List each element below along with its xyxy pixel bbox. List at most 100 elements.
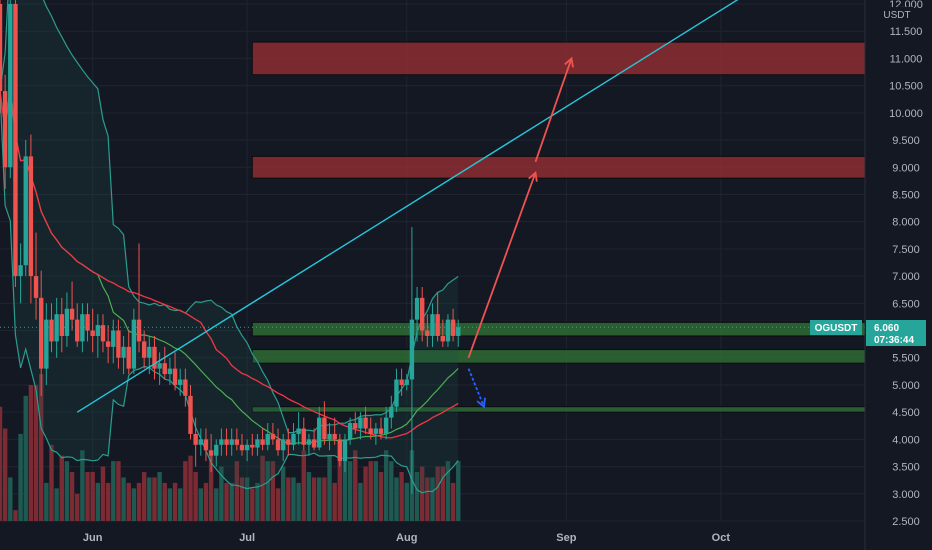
- volume-bar: [445, 461, 451, 521]
- volume-bar: [286, 477, 291, 521]
- y-tick-label: 7.500: [892, 244, 920, 256]
- volume-bars: [0, 374, 461, 521]
- y-tick-label: 4.500: [892, 407, 920, 419]
- candle-body: [275, 439, 281, 451]
- candle-body: [95, 325, 101, 336]
- volume-bar: [69, 472, 75, 521]
- volume-bar: [414, 472, 420, 521]
- candle-body: [337, 439, 343, 462]
- volume-bar: [239, 477, 245, 521]
- volume-bar: [49, 444, 54, 521]
- candle-body: [342, 439, 348, 462]
- volume-bar: [111, 461, 116, 521]
- symbol-badge-label: OGUSDT: [815, 323, 858, 334]
- zones: [251, 41, 866, 413]
- bearish-arrow: [467, 368, 485, 408]
- candle-body: [121, 346, 126, 358]
- symbol-badge-box: [810, 320, 862, 335]
- candle-body: [270, 433, 276, 440]
- resistance-zone: [251, 155, 866, 179]
- volume-bar: [198, 488, 204, 521]
- candle-body: [178, 379, 183, 385]
- volume-bar: [250, 488, 255, 521]
- volume-bar: [85, 472, 90, 521]
- candle-body: [311, 439, 317, 448]
- candle-body: [214, 444, 219, 456]
- candle-body: [28, 156, 34, 277]
- candle-body: [306, 439, 312, 445]
- volume-bar: [332, 482, 337, 521]
- volume-bar: [404, 482, 409, 521]
- candle-body: [188, 395, 193, 434]
- candle-body: [44, 319, 49, 369]
- volume-bar: [2, 428, 8, 521]
- candle-body: [265, 433, 270, 445]
- support-zone: [251, 349, 866, 364]
- candle-body: [347, 423, 353, 440]
- volume-bar: [317, 477, 322, 521]
- volume-bar: [121, 477, 126, 521]
- projection-arrow: [534, 58, 573, 163]
- volume-bar: [306, 472, 312, 521]
- indicator-overlays: [0, 0, 459, 494]
- volume-bar: [420, 466, 425, 521]
- x-tick-label: Jun: [83, 532, 103, 544]
- candle-body: [368, 428, 373, 434]
- candle-body: [0, 4, 3, 92]
- volume-bar: [378, 472, 384, 521]
- price-badge-last[interactable]: 6.060 07:36:44: [866, 320, 926, 346]
- candle-body: [116, 330, 121, 358]
- volume-bar: [450, 482, 456, 521]
- volume-bar: [59, 455, 64, 521]
- candle-body: [90, 330, 95, 336]
- volume-bar: [116, 461, 121, 521]
- volume-bar: [311, 477, 317, 521]
- volume-bar: [28, 384, 34, 521]
- volume-bar: [322, 477, 327, 521]
- y-tick-label: 2.500: [892, 516, 920, 528]
- volume-bar: [337, 461, 343, 521]
- y-tick-label: 10.000: [889, 108, 923, 120]
- volume-bar: [162, 482, 167, 521]
- volume-bar: [456, 461, 461, 521]
- y-tick-label: 7.000: [892, 271, 920, 283]
- trendline: [76, 0, 739, 413]
- volume-bar: [234, 461, 240, 521]
- candle-body: [75, 319, 80, 342]
- volume-bar: [229, 482, 234, 521]
- bollinger-upper-line: [0, 0, 459, 434]
- candle-body: [219, 439, 224, 445]
- candle-body: [18, 265, 23, 277]
- candle-body: [2, 91, 8, 168]
- volume-bar: [342, 461, 348, 521]
- candle-body: [69, 308, 75, 320]
- volume-bar: [368, 461, 373, 521]
- candle-body: [414, 297, 420, 320]
- candle-body: [193, 433, 198, 445]
- resistance-zone: [251, 41, 866, 76]
- y-tick-label: 3.000: [892, 489, 920, 501]
- y-tick-label: 9.000: [892, 162, 920, 174]
- candle-body: [383, 417, 389, 434]
- volume-bar: [296, 482, 301, 521]
- volume-bar: [80, 450, 85, 521]
- drawing-tools: [0, 0, 865, 413]
- y-tick-label: 8.500: [892, 189, 920, 201]
- candle-body: [8, 4, 13, 168]
- y-tick-label: 11.500: [890, 26, 923, 38]
- volume-bar: [44, 482, 49, 521]
- volume-bar: [13, 510, 18, 521]
- volume-bar: [33, 384, 39, 521]
- candle-body: [203, 439, 209, 451]
- price-axis-panel[interactable]: [865, 0, 932, 550]
- volume-bar: [358, 482, 363, 521]
- candle-body: [301, 428, 306, 445]
- y-tick-label: 5.500: [892, 353, 920, 365]
- volume-bar: [38, 374, 44, 521]
- volume-bar: [157, 472, 162, 521]
- price-badge-symbol[interactable]: OGUSDT: [810, 320, 862, 335]
- volume-bar: [141, 472, 147, 521]
- volume-bar: [0, 406, 3, 521]
- candle-body: [234, 439, 240, 445]
